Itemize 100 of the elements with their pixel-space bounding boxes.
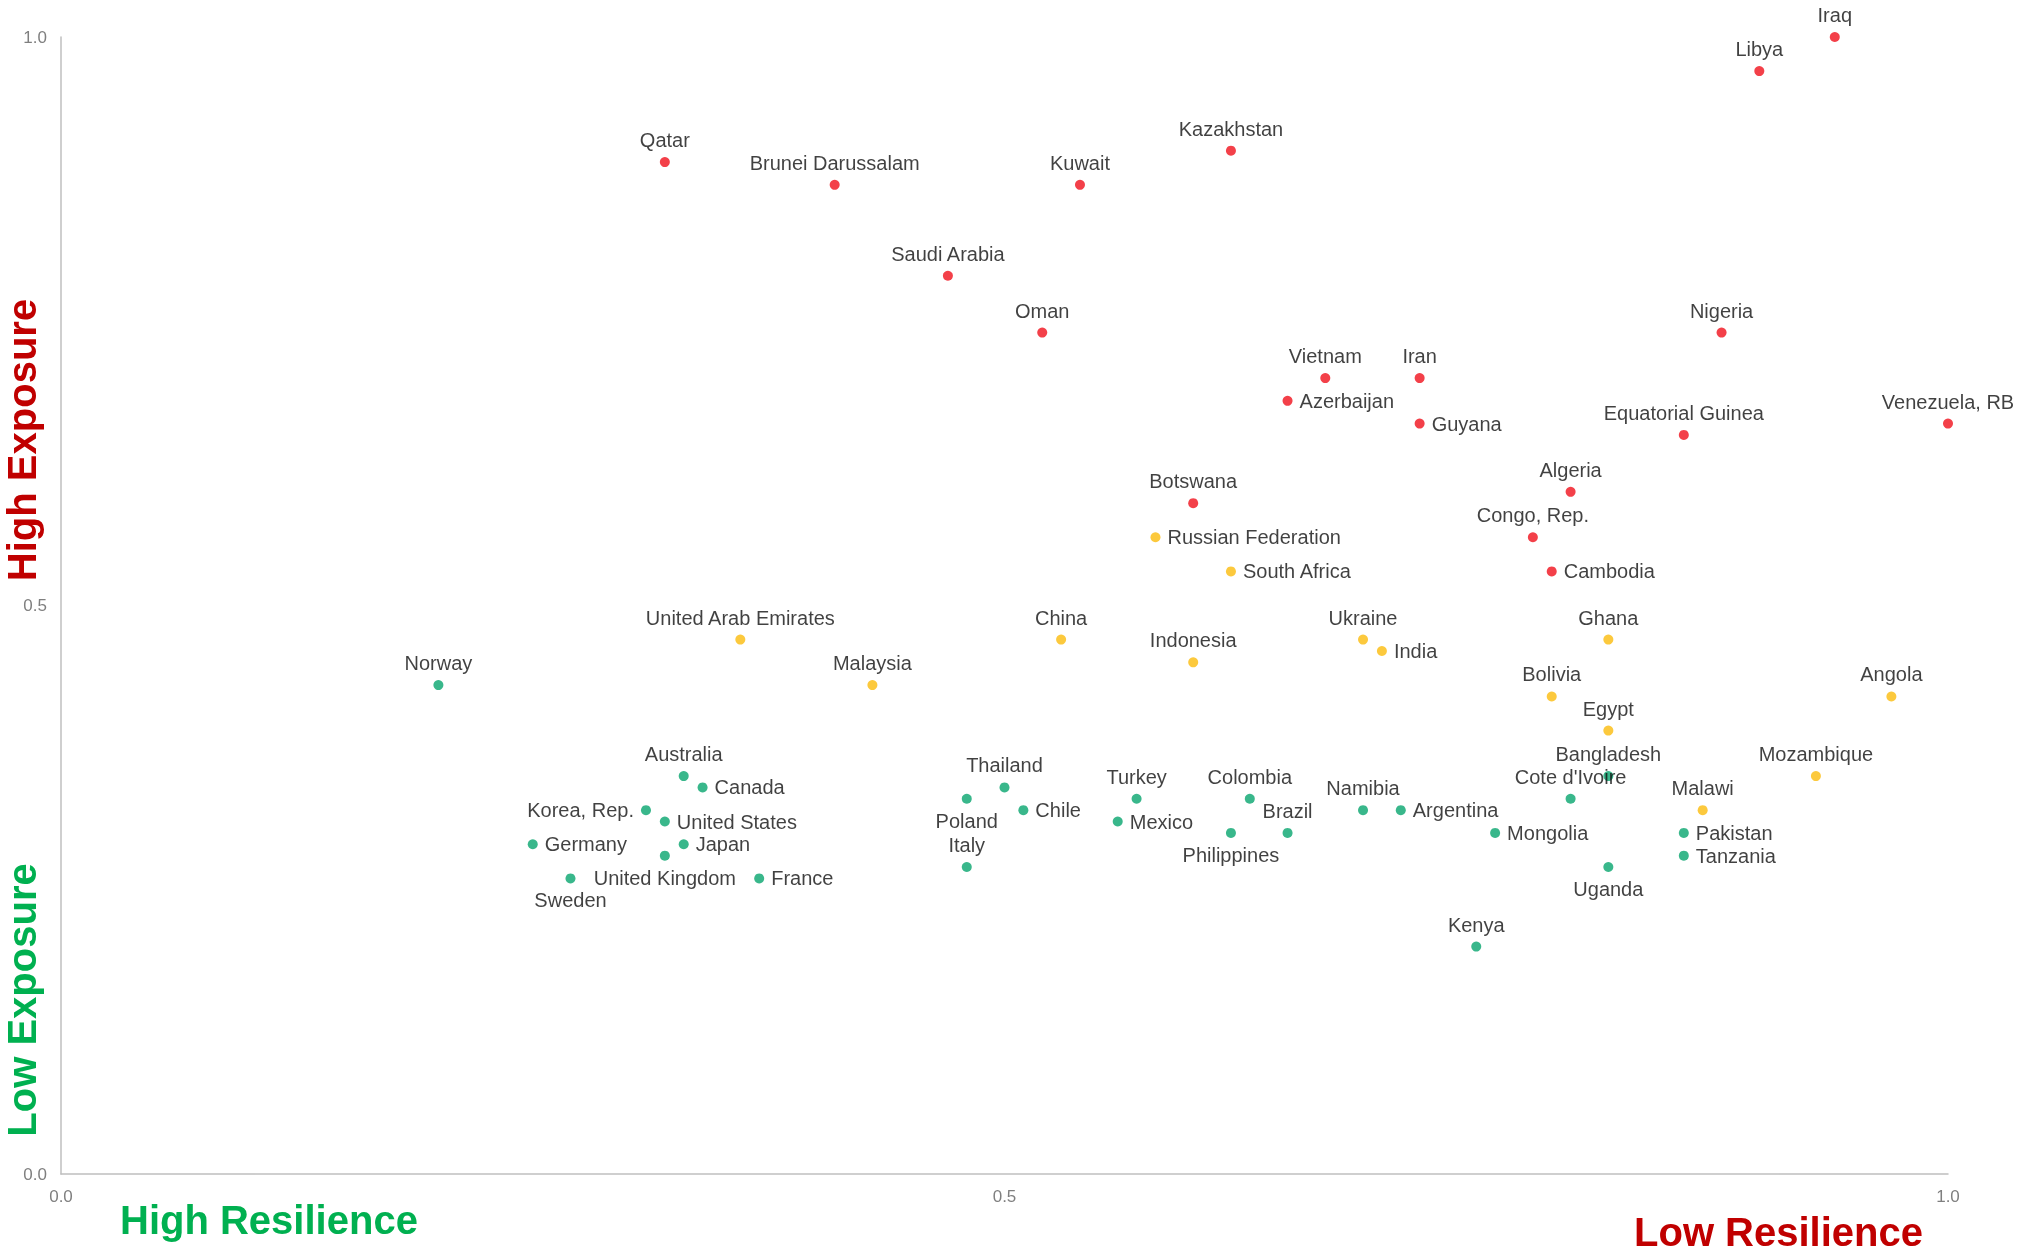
data-label: Kazakhstan <box>1178 117 1284 140</box>
text: Low Exposure <box>0 863 44 1137</box>
data-label: Indonesia <box>1149 629 1238 652</box>
point <box>1376 645 1387 656</box>
point <box>1565 486 1576 497</box>
point <box>1490 827 1501 838</box>
data-label: Iraq <box>1817 4 1853 26</box>
data-label: Italy <box>948 834 986 857</box>
point <box>1188 657 1199 668</box>
point <box>1678 850 1689 861</box>
point <box>1282 827 1293 838</box>
point <box>942 270 953 281</box>
data-label: France <box>771 867 834 890</box>
x-tick-label: 0.0 <box>49 1187 73 1206</box>
data-label: Kenya <box>1447 913 1506 936</box>
data-label: Botswana <box>1149 470 1238 493</box>
point <box>1225 145 1236 156</box>
point <box>1603 725 1614 736</box>
data-label: Chile <box>1035 799 1081 822</box>
point <box>1225 827 1236 838</box>
data-label: Germany <box>544 833 627 856</box>
data-label: Malawi <box>1671 777 1734 800</box>
point <box>1018 805 1029 816</box>
text: Low Resilience <box>1634 1210 1923 1254</box>
point <box>1829 32 1840 42</box>
data-label: United States <box>676 810 797 833</box>
data-label: Cote d'Ivoire <box>1514 765 1627 788</box>
point <box>1716 327 1727 338</box>
point <box>1358 634 1369 645</box>
data-label: Turkey <box>1106 765 1167 788</box>
data-label: Libya <box>1735 38 1785 61</box>
point <box>1414 373 1425 384</box>
data-label: Ghana <box>1578 606 1640 629</box>
point <box>1131 793 1142 804</box>
data-label: China <box>1034 606 1089 629</box>
point <box>1943 418 1953 429</box>
y-tick-label: 1.0 <box>23 27 47 47</box>
point <box>1056 634 1067 645</box>
point <box>1471 941 1482 952</box>
data-label: Iran <box>1402 345 1437 368</box>
data-label: Russian Federation <box>1167 526 1341 549</box>
data-label: Norway <box>404 652 473 675</box>
point <box>1754 66 1765 77</box>
data-label: United Arab Emirates <box>645 606 835 629</box>
point <box>1886 691 1897 702</box>
data-label: Sweden <box>534 889 607 912</box>
point <box>565 873 576 884</box>
point <box>527 839 538 850</box>
data-label: India <box>1393 639 1439 662</box>
point <box>697 782 708 793</box>
data-label: Poland <box>935 809 998 832</box>
data-label: Cambodia <box>1563 560 1656 583</box>
data-label: Ukraine <box>1328 606 1398 629</box>
data-label: Vietnam <box>1288 345 1362 368</box>
x-tick-label: 1.0 <box>1936 1187 1960 1206</box>
point <box>433 680 444 691</box>
data-label: Mozambique <box>1758 743 1874 766</box>
data-label: Thailand <box>966 754 1043 777</box>
data-label: Namibia <box>1326 777 1401 800</box>
data-label: Japan <box>695 833 751 856</box>
point <box>1414 418 1425 429</box>
point <box>1603 634 1614 645</box>
y-tick-label: 0.5 <box>23 596 47 615</box>
point <box>640 805 651 816</box>
point <box>1678 827 1689 838</box>
data-label: Mongolia <box>1507 821 1590 844</box>
data-label: Bangladesh <box>1555 743 1662 766</box>
point <box>659 850 670 861</box>
data-label: Kuwait <box>1049 151 1111 174</box>
data-label: Qatar <box>639 129 691 152</box>
point <box>1150 532 1161 543</box>
data-label: Tanzania <box>1695 844 1777 867</box>
point <box>1527 532 1538 543</box>
point <box>961 793 972 804</box>
data-label: Oman <box>1015 299 1070 322</box>
text: High Resilience <box>120 1198 418 1242</box>
data-label: Brazil <box>1262 799 1313 822</box>
point <box>678 839 689 850</box>
point <box>1697 805 1708 816</box>
point <box>735 634 746 645</box>
data-label: Australia <box>644 743 724 766</box>
data-label: United Kingdom <box>593 866 736 889</box>
point <box>659 816 670 827</box>
data-label: Mexico <box>1129 810 1194 833</box>
data-label: Canada <box>714 776 786 799</box>
data-label: Congo, Rep. <box>1476 504 1590 527</box>
point <box>1678 429 1689 440</box>
point <box>999 782 1010 793</box>
point <box>659 157 670 168</box>
data-label: South Africa <box>1242 560 1352 583</box>
text: High Exposure <box>0 298 44 582</box>
point <box>1546 566 1557 577</box>
point <box>961 862 972 873</box>
data-label: Equatorial Guinea <box>1603 401 1765 424</box>
point <box>1225 566 1236 577</box>
data-label: Korea, Rep. <box>527 799 634 822</box>
data-label: Bolivia <box>1522 663 1583 686</box>
point <box>1188 498 1199 509</box>
data-label: Brunei Darussalam <box>749 151 920 174</box>
data-label: Venezuela, RB <box>1881 390 2015 413</box>
